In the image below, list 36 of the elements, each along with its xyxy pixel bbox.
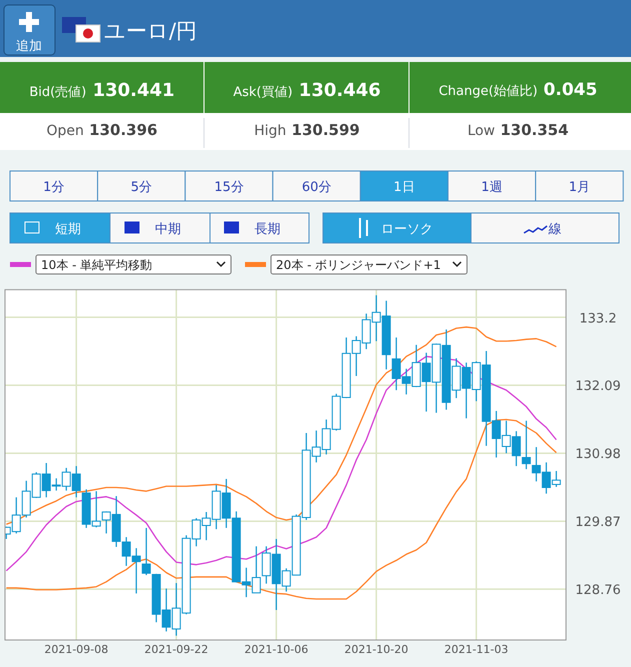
text: Bid(売値) 130.441: [29, 80, 175, 101]
candlestick: [142, 527, 151, 576]
text: High 130.599: [254, 121, 360, 139]
chart-title: ユーロ/円: [104, 19, 198, 43]
line-series: [6, 418, 557, 600]
y-tick-label: 133.2: [579, 311, 617, 326]
text: 60分: [302, 180, 332, 195]
text: 短期: [55, 222, 81, 237]
text: Open 130.396: [46, 121, 158, 139]
x-tick-label: 2021-09-08: [44, 643, 108, 656]
candlestick: [522, 420, 531, 470]
x-tick-label: 2021-10-20: [344, 643, 408, 656]
text: 5分: [130, 180, 152, 195]
x-tick-label: 2021-09-22: [144, 643, 208, 656]
y-tick-label: 129.87: [575, 515, 621, 530]
text: 1日: [394, 180, 415, 195]
text: 追加: [16, 39, 42, 54]
text: Ask(買値) 130.446: [233, 80, 381, 101]
legend-label: 10本 - 単純平均移動: [41, 258, 152, 272]
text: Change(始値比) 0.045: [438, 80, 598, 100]
text: 15分: [214, 180, 244, 195]
x-tick-label: 2021-11-03: [444, 643, 508, 656]
y-tick-label: 132.09: [575, 379, 621, 394]
text: 1分: [43, 180, 64, 195]
text: 1週: [481, 180, 502, 195]
text: Low 130.354: [467, 121, 569, 139]
line-series: [6, 356, 557, 572]
text: 1月: [568, 180, 590, 195]
text: 中期: [155, 222, 181, 237]
x-tick-label: 2021-10-06: [244, 643, 308, 656]
y-tick-label: 130.98: [575, 447, 621, 462]
y-tick-label: 128.76: [575, 583, 621, 598]
text: 線: [548, 222, 562, 237]
text: 長期: [254, 222, 280, 237]
legend-label: 20本 - ボリンジャーバンド+1: [276, 258, 441, 272]
text: ローソク: [381, 222, 433, 237]
